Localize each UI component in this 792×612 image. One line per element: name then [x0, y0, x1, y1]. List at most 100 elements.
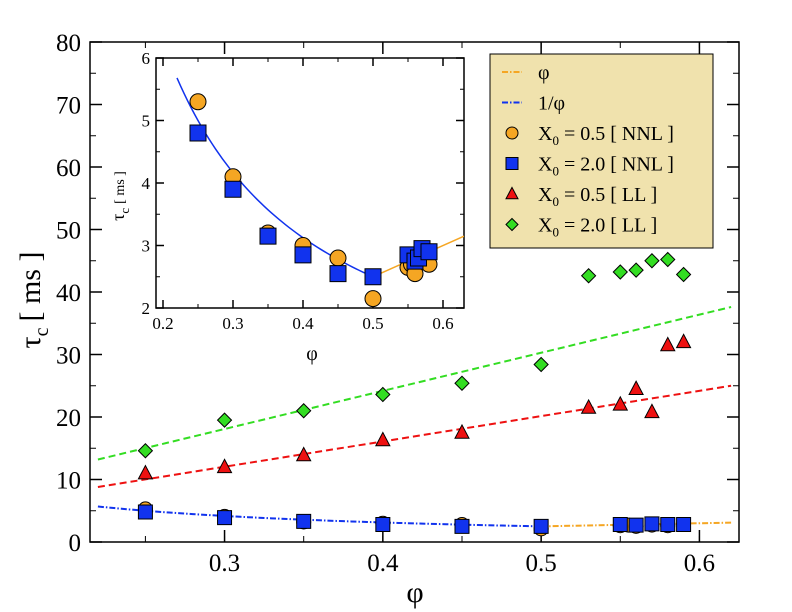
main-point-square [676, 517, 692, 532]
main-point-square [375, 517, 391, 532]
main-x-tick-label: 0.6 [684, 550, 715, 577]
legend-marker-triangle [505, 186, 519, 200]
main-x-tick-label: 0.5 [526, 550, 557, 577]
legend-marker-square [505, 157, 519, 170]
legend-entry-label: X0 = 0.5 [ NNL ] [538, 123, 674, 148]
svg-text:τc[ ms ]: τc [ ms ] [14, 252, 53, 349]
main-point-triangle [644, 403, 660, 419]
inset-point-circle [189, 93, 207, 111]
main-y-tick-label: 0 [69, 530, 82, 557]
main-point-diamond [375, 386, 391, 403]
inset-x-tick-label: 0.3 [222, 314, 243, 333]
main-point-triangle [659, 336, 676, 352]
main-x-tick-label: 0.4 [367, 550, 399, 577]
main-y-tick-label: 40 [56, 280, 81, 307]
main-line-fit [97, 384, 732, 488]
main-x-axis-label: φ [406, 576, 423, 609]
main-line-fit [97, 306, 732, 461]
inset-y-tick-label: 3 [142, 236, 151, 255]
inset-x-axis-label: φ [306, 343, 318, 365]
inset-axis-ticks: 0.2 0.3 0.4 0.5 0.6 2 3 4 5 6 [142, 49, 464, 333]
main-point-square [217, 510, 233, 526]
main-point-diamond [137, 443, 154, 459]
legend-marker-circle [505, 126, 519, 140]
inset-y-tick-label: 6 [142, 49, 151, 68]
main-y-axis-label: τc [ ms ] [14, 252, 53, 349]
inset-point-square [224, 180, 242, 198]
legend-entry-label: φ [538, 62, 550, 84]
main-point-triangle [454, 423, 470, 439]
main-point-triangle [375, 431, 391, 447]
main-point-diamond [628, 262, 644, 278]
main-point-triangle [628, 380, 644, 395]
inset-y-label-unit: [ ms ] [113, 171, 128, 204]
main-y-tick-label: 80 [56, 30, 81, 57]
main-y-tick-label: 30 [56, 342, 81, 369]
legend-label-sub: 0 [552, 133, 559, 148]
legend-marker-diamond [505, 217, 519, 232]
inset-y-label-sub: c [117, 208, 132, 214]
main-point-diamond [675, 266, 692, 283]
legend-entry-label: 1/φ [538, 93, 565, 115]
legend-label-sub: 0 [552, 225, 559, 240]
legend-label-main: X [538, 123, 553, 145]
inset-point-square [294, 246, 312, 264]
main-point-triangle [612, 395, 629, 411]
legend-entry-label: X0 = 0.5 [ LL ] [538, 184, 657, 209]
main-point-triangle [295, 446, 312, 462]
legend-label-main: X [538, 154, 553, 176]
main-point-diamond [580, 268, 597, 284]
inset-x-tick-label: 0.2 [152, 314, 173, 333]
main-point-square [644, 516, 660, 532]
main-point-triangle [580, 398, 597, 414]
main-point-diamond [216, 412, 233, 428]
legend-entry-label: X0 = 2.0 [ NNL ] [538, 154, 674, 179]
main-x-tick-label: 0.3 [209, 550, 240, 577]
main-point-diamond [533, 356, 549, 373]
inset-point-square [259, 227, 277, 245]
legend-label-sub: 0 [552, 194, 559, 209]
main-point-square [533, 518, 549, 534]
inset-y-tick-label: 2 [142, 299, 151, 318]
main-y-tick-label: 20 [56, 405, 81, 432]
main-point-square [296, 513, 312, 529]
main-y-label-symbol: τ [14, 336, 47, 348]
inset-x-tick-label: 0.4 [292, 314, 314, 333]
inset-y-label-symbol: τ [108, 214, 128, 221]
main-y-tick-label: 60 [56, 155, 81, 182]
main-point-square [660, 517, 676, 532]
inset-x-tick-label: 0.6 [432, 314, 453, 333]
inset-point-square [364, 268, 382, 286]
legend-label-sub: 0 [552, 164, 559, 179]
legend-box [489, 53, 714, 249]
inset-y-tick-label: 4 [142, 174, 151, 193]
legend-label-main: X [538, 215, 553, 237]
inset-point-square [189, 124, 207, 142]
inset-point-square [329, 265, 347, 283]
inset-y-axis-label: τc [ ms ] [108, 171, 132, 221]
main-point-square [454, 518, 470, 534]
main-point-diamond [295, 403, 312, 419]
inset-point-square [420, 243, 438, 261]
inset-point-circle [364, 290, 382, 308]
main-point-triangle [216, 458, 233, 474]
main-y-tick-label: 50 [56, 217, 81, 244]
main-y-label-unit: [ ms ] [14, 252, 47, 322]
main-point-diamond [612, 264, 628, 280]
main-y-tick-label: 70 [56, 92, 81, 119]
main-y-tick-label: 10 [56, 467, 81, 494]
main-point-square [628, 517, 644, 533]
legend-label-main: X [538, 184, 553, 206]
svg-text:τc[ ms ]: τc [ ms ] [108, 171, 132, 221]
main-point-diamond [660, 251, 676, 268]
main-points [137, 251, 692, 537]
inset-x-tick-label: 0.5 [362, 314, 383, 333]
main-point-diamond [454, 375, 470, 391]
main-y-label-sub: c [31, 327, 53, 336]
legend: φ1/φX0 = 0.5 [ NNL ]X0 = 2.0 [ NNL ]X0 =… [489, 53, 714, 249]
inset-y-tick-label: 5 [142, 111, 151, 130]
legend-label-rest: = 0.5 [ NNL ] [559, 123, 674, 145]
inset-points [189, 93, 438, 308]
